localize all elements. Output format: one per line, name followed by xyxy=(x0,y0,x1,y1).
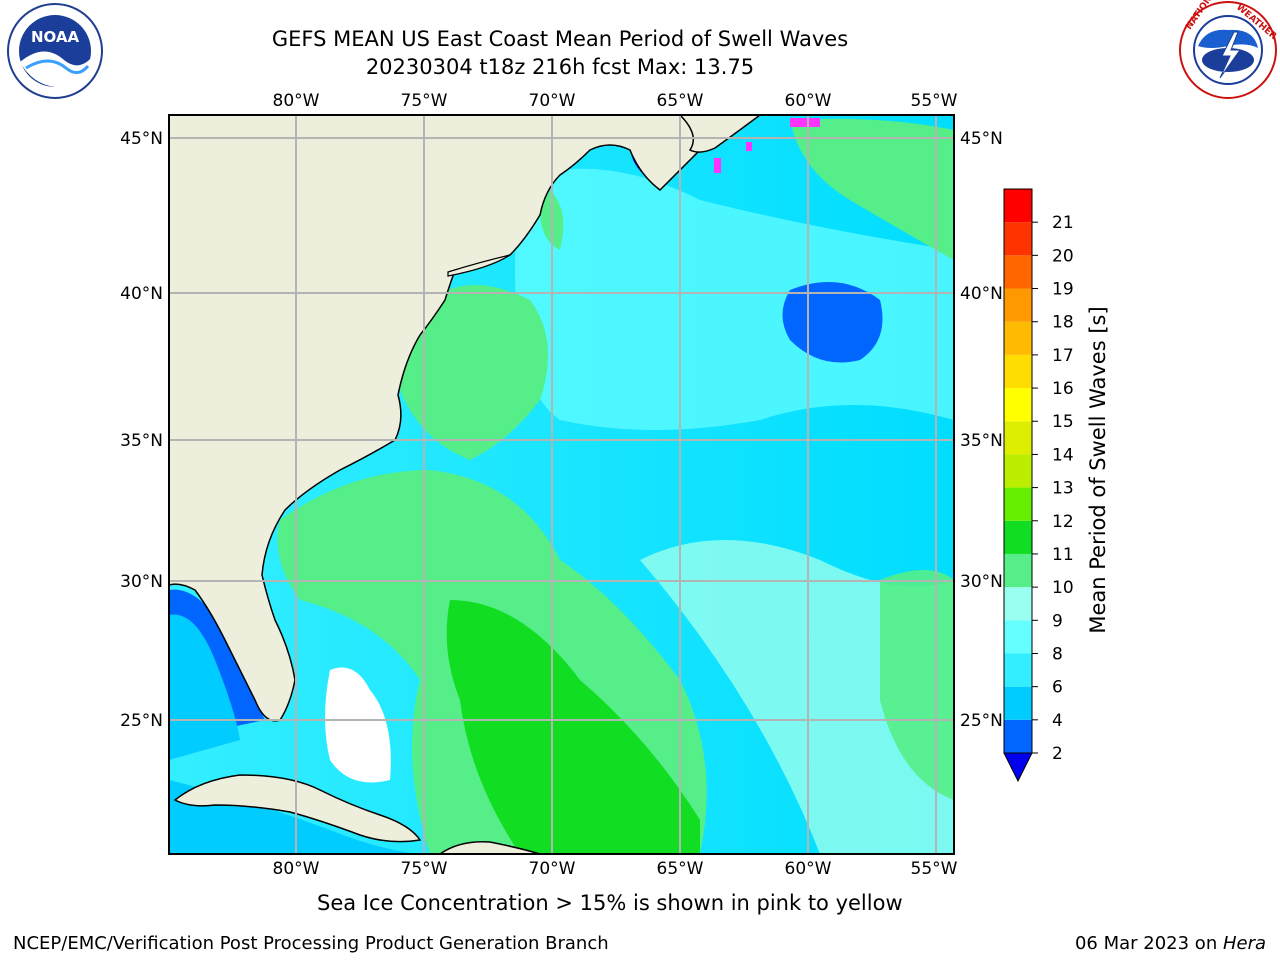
footer-branch: NCEP/EMC/Verification Post Processing Pr… xyxy=(13,933,609,954)
lon-label-bottom: 65°W xyxy=(657,859,704,879)
colorbar-tick-label: 2 xyxy=(1052,744,1063,764)
footer-machine: Hera xyxy=(1222,933,1266,954)
lon-label-top: 75°W xyxy=(401,91,448,111)
noaa-label: NOAA xyxy=(31,28,80,46)
period-zone-green-core xyxy=(446,600,700,854)
colorbar-tick-label: 14 xyxy=(1052,445,1074,465)
period-zone-green-north xyxy=(400,285,548,460)
colorbar-tick-label: 4 xyxy=(1052,711,1063,731)
map-frame xyxy=(168,114,955,855)
colorbar-segment xyxy=(1004,321,1032,355)
period-zone-pale-cyan xyxy=(640,540,954,854)
colorbar-frame xyxy=(1003,188,1033,754)
lat-label-left: 40°N xyxy=(120,284,163,304)
lon-label-top: 60°W xyxy=(785,91,832,111)
colorbar-tick-label: 12 xyxy=(1052,512,1074,532)
lon-label-top: 70°W xyxy=(529,91,576,111)
colorbar-tick-label: 15 xyxy=(1052,412,1074,432)
land-nova-scotia xyxy=(678,115,762,153)
noaa-logo: NOAA xyxy=(4,2,106,100)
lat-label-right: 45°N xyxy=(960,129,1003,149)
lon-label-bottom: 70°W xyxy=(529,859,576,879)
footer-date-text: 06 Mar 2023 on xyxy=(1074,933,1223,954)
colorbar-segment xyxy=(1004,553,1032,588)
colorbar-tick-label: 6 xyxy=(1052,678,1063,698)
colorbar-segment xyxy=(1004,222,1032,256)
colorbar-tick-label: 9 xyxy=(1052,611,1063,631)
sea-ice-patch xyxy=(714,158,721,173)
title-line-1: GEFS MEAN US East Coast Mean Period of S… xyxy=(271,27,849,51)
map-graticule xyxy=(169,115,954,854)
lat-label-left: 45°N xyxy=(120,129,163,149)
colorbar-tick-label: 10 xyxy=(1052,578,1074,598)
colorbar-segment xyxy=(1004,255,1032,289)
lat-label-right: 35°N xyxy=(960,431,1003,451)
lat-label-right: 30°N xyxy=(960,572,1003,592)
colorbar-tick-label: 18 xyxy=(1052,313,1074,333)
lat-label-right: 25°N xyxy=(960,711,1003,731)
colorbar: 2 4 6 8 9 10 11 12 13 14 15 16 17 18 19 20 21 xyxy=(1003,188,1074,783)
lon-label-bottom: 80°W xyxy=(273,859,320,879)
colorbar-tick-label: 20 xyxy=(1052,246,1074,266)
period-zone-cyan-gulf xyxy=(169,614,240,760)
sea-ice-patch xyxy=(790,118,820,127)
colorbar-segment xyxy=(1004,520,1032,554)
lon-label-bottom: 75°W xyxy=(401,859,448,879)
colorbar-segment xyxy=(1004,487,1032,521)
title-line-2: 20230304 t18z 216h fcst Max: 13.75 xyxy=(365,55,755,79)
lon-label-bottom: 60°W xyxy=(785,859,832,879)
footer-date: 06 Mar 2023 on Hera xyxy=(1075,933,1266,954)
colorbar-tick-label: 16 xyxy=(1052,379,1074,399)
colorbar-segment xyxy=(1004,354,1032,389)
lon-label-bottom: 55°W xyxy=(911,859,958,879)
colorbar-segment xyxy=(1004,620,1032,654)
colorbar-tick-label: 8 xyxy=(1052,644,1063,664)
colorbar-segment xyxy=(1004,421,1032,455)
period-zone-green-ne xyxy=(790,118,954,260)
nws-logo: NATIONAL WEATHER xyxy=(1176,0,1280,100)
colorbar-segment xyxy=(1004,719,1032,753)
land-cuba xyxy=(173,774,422,843)
colorbar-segment xyxy=(1004,189,1032,223)
lat-label-left: 35°N xyxy=(120,431,163,451)
swell-period-map: 80°W 75°W 70°W 65°W 60°W 55°W 80°W 75°W … xyxy=(120,91,1110,879)
colorbar-tick-label: 19 xyxy=(1052,280,1074,300)
colorbar-segment xyxy=(1004,686,1032,720)
colorbar-segment xyxy=(1004,388,1032,422)
colorbar-tick-label: 21 xyxy=(1052,213,1074,233)
colorbar-segment xyxy=(1004,288,1032,322)
period-zone-light-cyan xyxy=(515,168,954,430)
colorbar-segment xyxy=(1004,653,1032,687)
bahamas-banks xyxy=(325,667,391,783)
land-hispaniola xyxy=(438,841,541,854)
colorbar-tick-label: 11 xyxy=(1052,545,1074,565)
lat-label-left: 30°N xyxy=(120,572,163,592)
lon-label-top: 55°W xyxy=(911,91,958,111)
colorbar-tick-label: 13 xyxy=(1052,479,1074,499)
colorbar-segment xyxy=(1004,454,1032,488)
land-long-island xyxy=(447,254,511,277)
colorbar-underflow-arrow xyxy=(1003,752,1033,783)
sea-ice-patch xyxy=(746,142,752,151)
colorbar-tick-label: 17 xyxy=(1052,346,1074,366)
lon-label-top: 65°W xyxy=(657,91,704,111)
lat-label-right: 40°N xyxy=(960,284,1003,304)
sea-ice-note: Sea Ice Concentration > 15% is shown in … xyxy=(317,891,903,915)
lat-label-left: 25°N xyxy=(120,711,163,731)
lon-label-top: 80°W xyxy=(273,91,320,111)
colorbar-label: Mean Period of Swell Waves [s] xyxy=(1086,306,1110,633)
colorbar-segment xyxy=(1004,587,1032,621)
